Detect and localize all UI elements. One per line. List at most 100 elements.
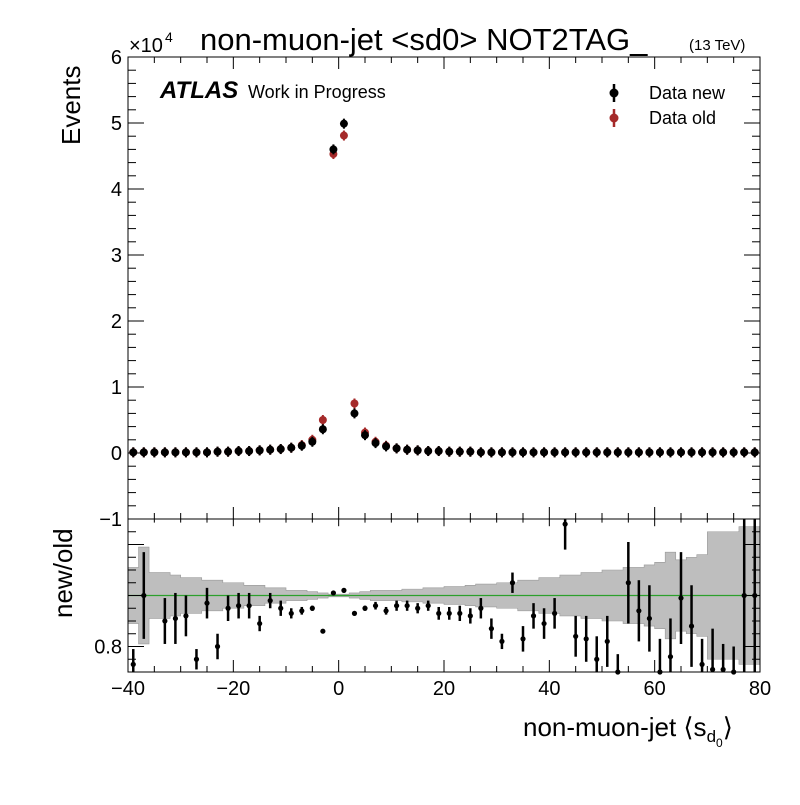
- ratio-point: [288, 610, 294, 616]
- data-new-point: [634, 448, 643, 457]
- ratio-point: [299, 608, 305, 614]
- ratio-point: [657, 669, 663, 675]
- top-y-tick-label: 0: [111, 443, 122, 465]
- ratio-point: [636, 608, 642, 614]
- data-new-point: [666, 448, 675, 457]
- y-multiplier: ×10: [129, 35, 163, 57]
- data-new-point: [160, 448, 169, 457]
- ratio-point: [172, 615, 178, 622]
- x-tick-label: 20: [433, 678, 455, 700]
- ratio-point: [193, 656, 200, 662]
- ratio-point: [741, 592, 747, 599]
- data-new-point: [371, 439, 380, 448]
- ratio-point: [573, 633, 579, 639]
- data-new-point: [624, 448, 633, 457]
- ratio-point: [625, 580, 631, 586]
- data-new-point: [476, 448, 485, 457]
- data-new-point: [750, 448, 759, 457]
- chart-subtitle: (13 TeV): [689, 37, 745, 54]
- ratio-point: [141, 592, 147, 599]
- data-new-point: [234, 447, 243, 456]
- data-new-point: [203, 448, 211, 457]
- ratio-point: [183, 613, 189, 619]
- atlas-label: ATLAS: [159, 77, 238, 104]
- x-tick-label: 60: [644, 678, 666, 700]
- ratio-point: [278, 605, 284, 611]
- data-new-point: [392, 444, 401, 453]
- data-new-point: [582, 448, 591, 457]
- ratio-point: [520, 636, 526, 642]
- data-new-point: [139, 448, 148, 457]
- data-new-point: [687, 448, 696, 457]
- ratio-point: [457, 610, 463, 616]
- ratio-point: [467, 613, 473, 619]
- dynamic-layer: −40 −20 0 20 40 60 80 −1 0 1 2 3 4 5 6 0.8: [94, 47, 771, 700]
- data-new-point: [181, 448, 190, 457]
- top-y-tick-label: 2: [111, 311, 122, 333]
- data-new-point: [382, 442, 391, 451]
- ratio-point: [330, 590, 336, 596]
- data-new-point: [603, 448, 612, 457]
- top-y-tick-label: 3: [111, 245, 122, 267]
- data-new-point: [455, 447, 464, 456]
- data-new-point: [698, 448, 707, 457]
- ratio-point: [731, 669, 737, 675]
- ratio-point: [415, 605, 421, 611]
- data-new-point: [740, 448, 749, 457]
- data-new-point: [150, 448, 159, 457]
- legend: Data new Data old: [649, 83, 726, 128]
- data-new-point: [550, 448, 559, 457]
- data-new-point: [413, 446, 422, 455]
- bottom-y-tick-label: 0.8: [94, 637, 122, 659]
- ratio-point: [478, 605, 484, 611]
- data-new-point: [213, 447, 222, 456]
- ratio-point: [562, 521, 568, 527]
- atlas-sub-label: Work in Progress: [248, 82, 386, 102]
- x-axis-label-main: non-muon-jet ⟨s: [523, 712, 707, 742]
- ratio-point: [225, 605, 231, 611]
- data-new-point: [171, 448, 180, 457]
- ratio-point: [710, 666, 716, 673]
- ratio-point: [320, 628, 326, 634]
- ratio-point: [246, 603, 252, 609]
- top-y-tick-label: 5: [111, 113, 122, 135]
- ratio-point: [309, 605, 315, 611]
- ratio-point: [541, 620, 547, 627]
- data-new-point: [287, 443, 296, 452]
- data-new-point: [719, 448, 728, 457]
- data-new-point: [645, 448, 654, 457]
- data-new-point: [424, 447, 433, 456]
- x-axis-label: non-muon-jet ⟨sd0⟩: [523, 712, 733, 750]
- data-old-point: [318, 416, 327, 424]
- y-axis-label-bottom: new/old: [48, 528, 78, 618]
- ratio-point: [362, 605, 368, 611]
- data-new-point: [445, 447, 454, 456]
- x-tick-label: 40: [538, 678, 560, 700]
- data-new-point: [318, 425, 327, 434]
- data-new-point: [592, 448, 601, 457]
- data-old-point: [350, 399, 359, 408]
- chart-title: non-muon-jet <sd0> NOT2TAG_: [200, 22, 648, 57]
- data-new-point: [729, 448, 738, 457]
- data-old-point: [339, 131, 348, 140]
- data-new-point: [508, 448, 517, 457]
- data-new-point: [613, 448, 622, 457]
- top-y-tick-label: 6: [111, 47, 122, 69]
- data-new-point: [677, 448, 685, 457]
- data-new-point: [708, 448, 717, 457]
- top-y-tick-label: 1: [111, 377, 122, 399]
- ratio-point: [372, 603, 379, 609]
- x-axis-label-sub: d: [707, 727, 716, 746]
- top-y-tick-label: −1: [99, 509, 122, 531]
- ratio-point: [351, 610, 358, 616]
- y-multiplier-exponent: 4: [165, 29, 173, 45]
- data-new-point: [192, 448, 201, 457]
- data-new-point: [224, 447, 233, 456]
- data-new-point: [519, 448, 527, 457]
- legend-label-data-old: Data old: [649, 108, 716, 128]
- ratio-point: [720, 666, 726, 673]
- ratio-point: [594, 656, 600, 662]
- ratio-point: [752, 592, 758, 599]
- data-new-point: [540, 448, 549, 457]
